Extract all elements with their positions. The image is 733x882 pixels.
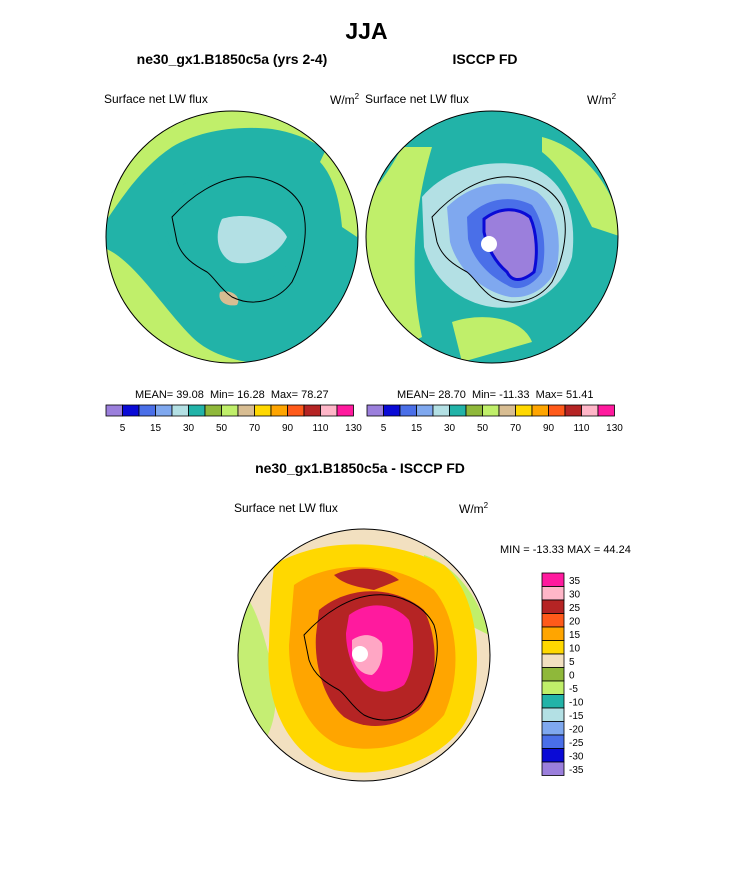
panel3-colorbar-tick-label: 5	[569, 657, 575, 668]
panel3-map	[237, 528, 491, 782]
panel1-colorbar-tick-label: 15	[150, 423, 162, 434]
panel2-colorbar-box	[548, 404, 566, 417]
panel2-colorbar-box	[416, 404, 434, 417]
panel3-colorbar-tick-label: -5	[569, 684, 578, 695]
panel2-colorbar-box	[399, 404, 417, 417]
panel1-colorbar-box	[105, 404, 123, 417]
figure-title: JJA	[345, 18, 388, 44]
panel2-colorbar-tick-label: 90	[543, 423, 555, 434]
panel1-colorbar-box	[270, 404, 288, 417]
panel2-colorbar-box	[465, 404, 483, 417]
panel3-colorbar-tick-label: 35	[569, 576, 581, 587]
panel2-colorbar-box	[531, 404, 549, 417]
panel3-colorbar-box	[541, 667, 565, 682]
panel3-colorbar-tick-label: -35	[569, 765, 584, 776]
panel3-colorbar-tick-label: 25	[569, 603, 581, 614]
panel3-colorbar-box	[541, 721, 565, 736]
panel2-colorbar: 5 15 30 50 70 90 110 130	[366, 404, 623, 434]
panel2-colorbar-box	[383, 404, 401, 417]
panel3-colorbar-box	[541, 680, 565, 695]
panel3-colorbar-tick-label: 15	[569, 630, 581, 641]
panel1-colorbar: 5 15 30 50 70 90 110 130	[105, 404, 362, 434]
panel1-colorbar-box	[320, 404, 338, 417]
panel3-colorbar-box	[541, 572, 565, 587]
panel3-left-label: Surface net LW flux	[234, 501, 338, 515]
panel2-colorbar-tick-label: 50	[477, 423, 489, 434]
panel2-colorbar-box	[597, 404, 615, 417]
panel1-colorbar-box	[155, 404, 173, 417]
panel1-colorbar-tick-label: 30	[183, 423, 195, 434]
panel3-colorbar-tick-label: 20	[569, 616, 581, 627]
panel1-colorbar-box	[171, 404, 189, 417]
panel1-colorbar-box	[303, 404, 321, 417]
panel1-colorbar-tick-label: 5	[120, 423, 126, 434]
panel2-colorbar-tick-label: 30	[444, 423, 456, 434]
panel1-left-label: Surface net LW flux	[104, 92, 208, 106]
panel1-stats: MEAN= 39.08 Min= 16.28 Max= 78.27	[135, 389, 329, 401]
panel1-colorbar-box	[237, 404, 255, 417]
panel3-colorbar: 35 30 25 20 15 10 5 0 -5 -10 -15 -20 -25 -30 -35	[541, 572, 584, 776]
panel3-colorbar-box	[541, 640, 565, 655]
panel3-colorbar-tick-label: -30	[569, 751, 584, 762]
panel3-title: ne30_gx1.B1850c5a - ISCCP FD	[255, 460, 465, 476]
panel1-colorbar-tick-label: 70	[249, 423, 261, 434]
panel2-colorbar-tick-label: 110	[574, 423, 590, 434]
panel2-colorbar-box	[482, 404, 500, 417]
panel1-colorbar-box	[287, 404, 305, 417]
panel3-colorbar-tick-label: 10	[569, 643, 581, 654]
panel3-colorbar-box	[541, 626, 565, 641]
panel1-units: W/m2	[330, 92, 360, 107]
panel3-colorbar-box	[541, 761, 565, 776]
panel1-colorbar-tick-label: 110	[313, 423, 329, 434]
panel2-colorbar-box	[432, 404, 450, 417]
panel2-colorbar-box	[498, 404, 516, 417]
panel1-colorbar-box	[336, 404, 354, 417]
panel3-colorbar-box	[541, 694, 565, 709]
panel1-colorbar-box	[122, 404, 140, 417]
panel2-map	[365, 110, 619, 364]
panel1-colorbar-tick-label: 130	[345, 423, 362, 434]
panel3-colorbar-tick-label: -20	[569, 724, 584, 735]
panel2-title: ISCCP FD	[452, 51, 518, 67]
panel2-colorbar-box	[515, 404, 533, 417]
panel1-colorbar-box	[204, 404, 222, 417]
panel3-colorbar-box	[541, 599, 565, 614]
panel1-colorbar-box	[138, 404, 156, 417]
panel2-colorbar-tick-label: 70	[510, 423, 522, 434]
panel1-map	[105, 110, 359, 364]
panel2-colorbar-box	[581, 404, 599, 417]
panel1-colorbar-tick-label: 90	[282, 423, 294, 434]
panel3-units: W/m2	[459, 501, 489, 516]
panel1-colorbar-box	[221, 404, 239, 417]
panel3-colorbar-tick-label: -10	[569, 697, 584, 708]
panel3-colorbar-tick-label: 0	[569, 670, 575, 681]
panel1-colorbar-box	[188, 404, 206, 417]
panel2-left-label: Surface net LW flux	[365, 92, 469, 106]
panel1-title: ne30_gx1.B1850c5a (yrs 2-4)	[136, 51, 328, 67]
panel3-colorbar-tick-label: -25	[569, 738, 584, 749]
panel1-colorbar-box	[254, 404, 272, 417]
panel3-colorbar-tick-label: -15	[569, 711, 584, 722]
panel3-colorbar-box	[541, 613, 565, 628]
panel3-colorbar-box	[541, 707, 565, 722]
panel1-colorbar-tick-label: 50	[216, 423, 228, 434]
panel2-colorbar-box	[366, 404, 384, 417]
panel2-colorbar-tick-label: 130	[606, 423, 623, 434]
panel3-colorbar-box	[541, 586, 565, 601]
panel2-colorbar-box	[564, 404, 582, 417]
panel2-stats: MEAN= 28.70 Min= -11.33 Max= 51.41	[397, 389, 594, 401]
panel3-minmax: MIN = -13.33 MAX = 44.24	[500, 544, 631, 556]
panel3-colorbar-box	[541, 734, 565, 749]
panel3-colorbar-box	[541, 653, 565, 668]
panel2-units: W/m2	[587, 92, 617, 107]
panel2-colorbar-tick-label: 5	[381, 423, 387, 434]
panel2-colorbar-tick-label: 15	[411, 423, 423, 434]
panel2-colorbar-box	[449, 404, 467, 417]
panel3-colorbar-box	[541, 748, 565, 763]
panel3-colorbar-tick-label: 30	[569, 589, 581, 600]
